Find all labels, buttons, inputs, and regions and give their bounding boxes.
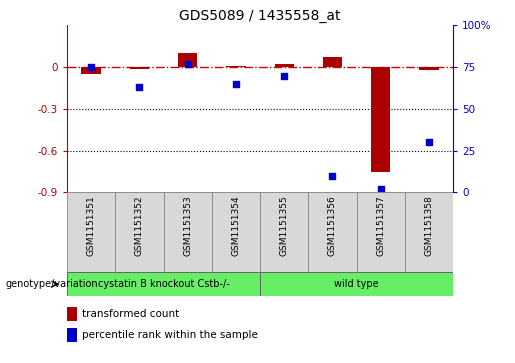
Bar [212, 192, 260, 272]
Point [232, 81, 240, 87]
Text: GSM1151354: GSM1151354 [231, 196, 241, 256]
Point [425, 139, 433, 145]
Bar [130, 67, 149, 69]
Text: percentile rank within the sample: percentile rank within the sample [82, 330, 259, 340]
Title: GDS5089 / 1435558_at: GDS5089 / 1435558_at [179, 9, 341, 23]
Text: GSM1151351: GSM1151351 [87, 196, 96, 256]
Bar [260, 192, 308, 272]
Bar [371, 67, 390, 171]
Bar [81, 67, 101, 74]
Point [329, 173, 337, 179]
Text: GSM1151352: GSM1151352 [135, 196, 144, 256]
Point [183, 61, 192, 67]
Text: genotype/variation: genotype/variation [5, 279, 98, 289]
Point [376, 186, 385, 192]
Text: cystatin B knockout Cstb-/-: cystatin B knockout Cstb-/- [98, 279, 229, 289]
Text: GSM1151356: GSM1151356 [328, 196, 337, 256]
Bar [115, 192, 163, 272]
Point [280, 73, 288, 78]
Text: GSM1151355: GSM1151355 [280, 196, 289, 256]
Text: wild type: wild type [334, 279, 379, 289]
Bar [67, 192, 115, 272]
Point [87, 64, 95, 70]
Bar [356, 192, 405, 272]
Bar [163, 192, 212, 272]
Text: GSM1151358: GSM1151358 [424, 196, 434, 256]
Bar [178, 53, 197, 67]
Bar [226, 66, 246, 67]
Bar [308, 192, 356, 272]
Bar [405, 192, 453, 272]
Bar [260, 272, 453, 296]
Bar [419, 67, 439, 70]
Bar [274, 64, 294, 67]
Point [135, 84, 144, 90]
Bar [67, 272, 260, 296]
Bar [67, 328, 77, 342]
Bar [67, 306, 77, 321]
Text: GSM1151353: GSM1151353 [183, 196, 192, 256]
Bar [323, 57, 342, 67]
Text: GSM1151357: GSM1151357 [376, 196, 385, 256]
Text: transformed count: transformed count [82, 309, 180, 319]
